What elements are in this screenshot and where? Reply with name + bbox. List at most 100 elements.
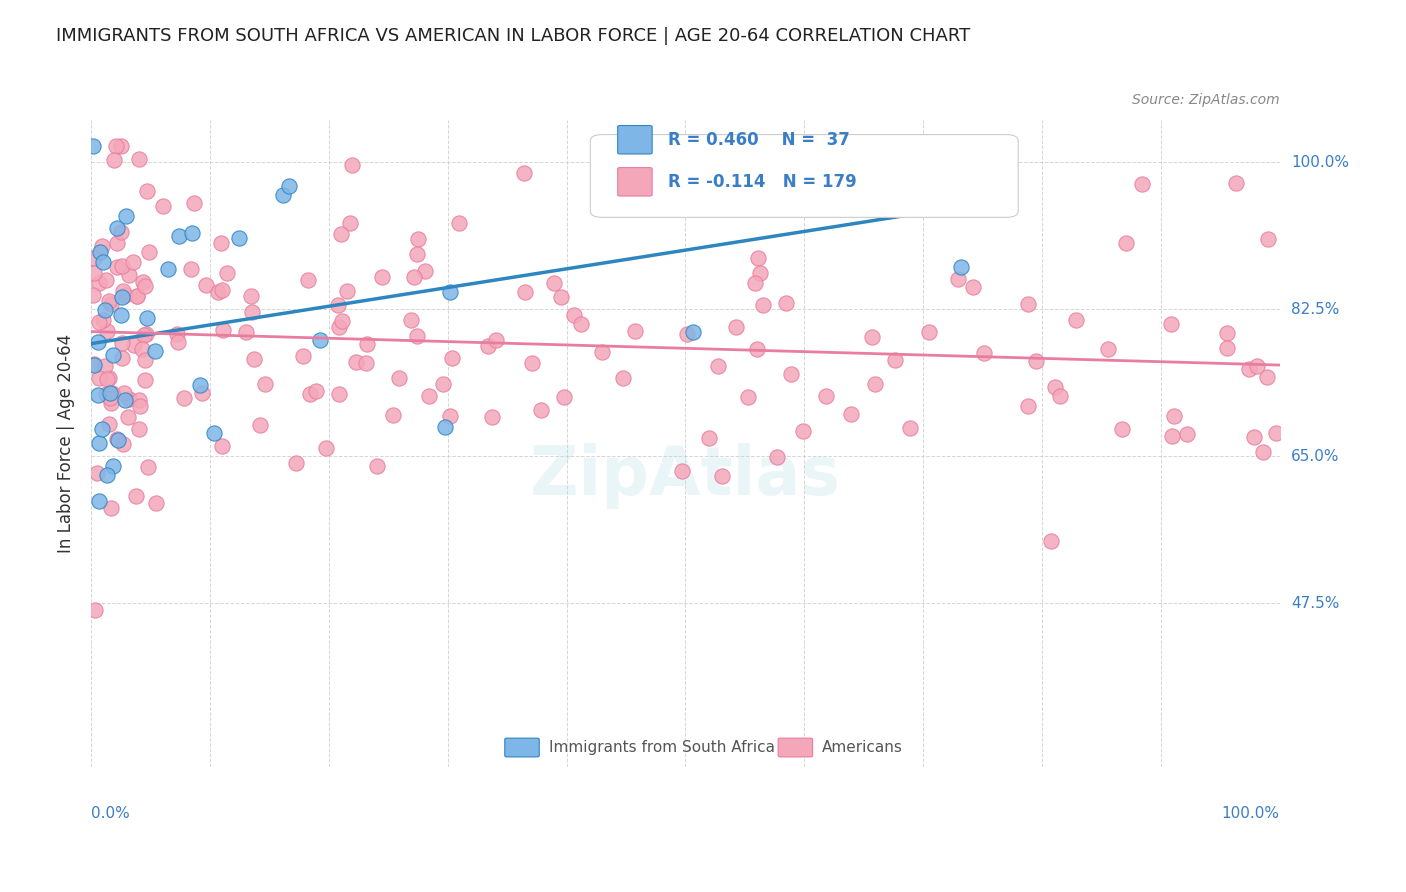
Point xyxy=(128,422,150,436)
Point xyxy=(240,289,263,303)
Point xyxy=(89,371,111,385)
Point xyxy=(98,391,121,405)
Point xyxy=(211,323,233,337)
FancyBboxPatch shape xyxy=(591,135,1018,218)
Point xyxy=(1017,297,1039,311)
Point xyxy=(235,325,257,339)
Point xyxy=(90,239,112,253)
Point xyxy=(105,235,128,250)
Point xyxy=(243,351,266,366)
Point xyxy=(89,245,111,260)
Point xyxy=(167,229,190,244)
Point xyxy=(737,390,759,404)
Point xyxy=(94,303,117,318)
Point xyxy=(125,489,148,503)
Point xyxy=(1043,380,1066,394)
Point xyxy=(775,296,797,310)
Point xyxy=(863,377,886,392)
Point xyxy=(366,458,388,473)
Point xyxy=(675,326,697,341)
Point xyxy=(513,285,536,299)
Point xyxy=(128,152,150,166)
Point xyxy=(110,225,132,239)
Point xyxy=(96,468,118,483)
Point xyxy=(166,326,188,341)
Point xyxy=(697,431,720,445)
Point xyxy=(100,501,122,516)
Point xyxy=(129,399,152,413)
Point xyxy=(441,351,464,365)
Point xyxy=(744,276,766,290)
Text: R = -0.114   N = 179: R = -0.114 N = 179 xyxy=(668,173,856,191)
Point xyxy=(114,209,136,223)
Text: Immigrants from South Africa: Immigrants from South Africa xyxy=(548,739,775,755)
Point xyxy=(1132,177,1154,191)
Point xyxy=(91,255,114,269)
Point xyxy=(891,150,914,164)
Point xyxy=(439,285,461,299)
Point xyxy=(132,275,155,289)
Point xyxy=(105,260,128,274)
Point xyxy=(180,226,202,240)
Point xyxy=(623,324,645,338)
Point xyxy=(87,435,110,450)
Point xyxy=(100,396,122,410)
Point xyxy=(682,325,704,339)
Point xyxy=(671,464,693,478)
Point xyxy=(553,390,575,404)
Point xyxy=(83,357,105,371)
Point xyxy=(134,353,156,368)
Point xyxy=(356,356,378,370)
Point xyxy=(1175,426,1198,441)
Point xyxy=(481,410,503,425)
Point xyxy=(112,386,135,401)
Point xyxy=(328,320,350,334)
Point xyxy=(86,467,108,481)
Point xyxy=(340,158,363,172)
Point xyxy=(240,305,263,319)
Point xyxy=(401,313,423,327)
Point xyxy=(418,389,440,403)
Point xyxy=(382,408,405,422)
Point xyxy=(97,417,120,432)
Text: 0.0%: 0.0% xyxy=(91,806,129,821)
Point xyxy=(128,393,150,408)
Point xyxy=(188,377,211,392)
Point xyxy=(315,441,337,455)
Point xyxy=(202,425,225,440)
Point xyxy=(328,298,350,312)
Point xyxy=(550,290,572,304)
Point xyxy=(950,260,973,274)
Point xyxy=(122,338,145,352)
Point xyxy=(195,278,218,293)
Point xyxy=(111,284,134,298)
Text: IMMIGRANTS FROM SOUTH AFRICA VS AMERICAN IN LABOR FORCE | AGE 20-64 CORRELATION : IMMIGRANTS FROM SOUTH AFRICA VS AMERICAN… xyxy=(56,27,970,45)
Point xyxy=(1160,317,1182,331)
Point xyxy=(207,285,229,299)
Text: 47.5%: 47.5% xyxy=(1291,596,1339,611)
Point xyxy=(94,359,117,373)
Point xyxy=(183,196,205,211)
Point xyxy=(745,342,768,356)
Point xyxy=(138,245,160,260)
Point xyxy=(330,227,353,242)
Point xyxy=(110,336,132,351)
Point xyxy=(1115,235,1137,250)
Point xyxy=(96,372,118,386)
Point xyxy=(135,311,157,326)
Point xyxy=(101,458,124,473)
Point xyxy=(285,456,308,470)
Point xyxy=(388,371,411,385)
Point xyxy=(449,216,471,230)
Point xyxy=(765,450,787,465)
Point xyxy=(101,348,124,362)
Point xyxy=(406,232,429,246)
Point xyxy=(228,231,250,245)
Point xyxy=(432,376,454,391)
Point xyxy=(105,432,128,446)
Point xyxy=(110,138,132,153)
Point xyxy=(612,371,634,385)
Point xyxy=(1216,326,1239,341)
Point xyxy=(209,236,232,251)
Point xyxy=(1111,422,1133,436)
